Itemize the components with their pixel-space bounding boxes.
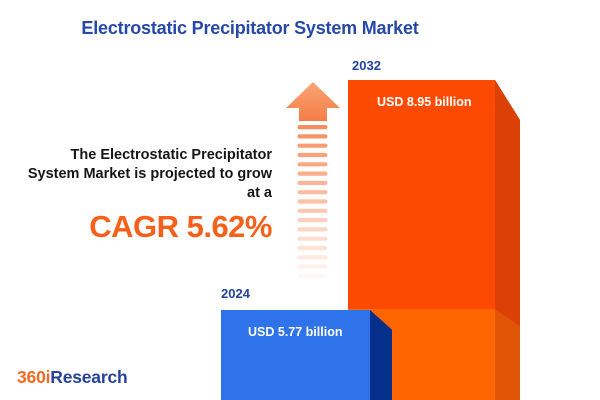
bar-2032-side-upper: [495, 80, 520, 327]
annotation-line-2: System Market is projected to grow: [27, 166, 272, 182]
annotation-line-1: The Electrostatic Precipitator: [70, 147, 272, 163]
growth-annotation: The Electrostatic Precipitator System Ma…: [0, 146, 273, 245]
bar-2032: [348, 80, 520, 400]
arrow-head: [286, 82, 340, 121]
cagr-value: CAGR 5.62%: [89, 209, 272, 244]
bar-2032-year-label: 2032: [352, 58, 381, 73]
bar-2024: [221, 310, 392, 400]
bar-2024-value-label: USD 5.77 billion: [248, 325, 343, 339]
bar-2032-value-label: USD 8.95 billion: [377, 95, 472, 109]
bar-2024-face: [221, 310, 370, 400]
bar-2024-year-label: 2024: [221, 286, 250, 301]
logo-360i: 360i: [17, 367, 51, 387]
arrow-stripes: [297, 125, 328, 278]
logo-research: Research: [50, 367, 128, 387]
bar-2024-side: [370, 310, 392, 400]
annotation-line-3: at a: [247, 185, 272, 201]
bar-2032-side: [495, 80, 520, 400]
logo-360iresearch: 360iResearch: [17, 367, 128, 388]
growth-arrow-svg: [286, 82, 340, 278]
growth-arrow-icon: [283, 80, 343, 285]
bar-2032-face-upper: [348, 80, 495, 309]
page-title: Electrostatic Precipitator System Market: [81, 18, 419, 38]
